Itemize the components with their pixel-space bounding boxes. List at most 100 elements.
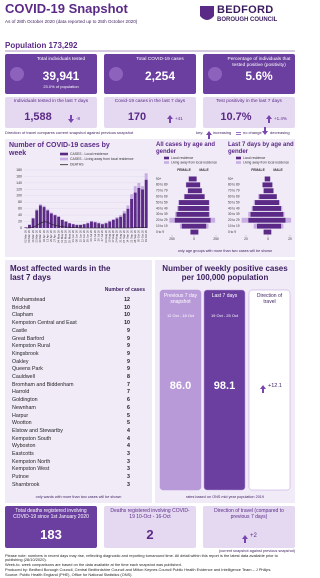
bar xyxy=(123,211,126,214)
y-tick-label: 180 xyxy=(16,168,22,172)
pyramid-title: All cases by age and gender xyxy=(156,142,222,156)
age-label: 90+ xyxy=(156,177,162,181)
bar xyxy=(268,212,283,217)
key-no-change: no change xyxy=(243,131,262,136)
bar xyxy=(39,204,42,205)
ward-name: Castle xyxy=(12,328,27,334)
ward-cases: 7 xyxy=(100,389,130,395)
bar xyxy=(283,212,284,217)
bar xyxy=(194,218,211,223)
bar xyxy=(39,205,42,228)
age-label: 20 to 29 xyxy=(228,218,240,222)
right-label: MALE xyxy=(199,168,209,172)
ward-name: Kempston South xyxy=(12,436,51,442)
right-label: MALE xyxy=(273,168,283,172)
bar xyxy=(194,212,209,217)
rate-label: Direction of travel xyxy=(251,294,288,306)
legend-label: Living away from local residence xyxy=(171,160,217,164)
bar xyxy=(94,222,97,228)
bar xyxy=(211,218,215,223)
bar xyxy=(145,180,148,228)
ward-cases: 10 xyxy=(100,312,130,318)
bar xyxy=(281,206,282,211)
bar xyxy=(175,212,176,217)
ward-cases: 9 xyxy=(100,336,130,342)
y-tick-label: 120 xyxy=(16,187,22,191)
direction-arrow xyxy=(262,127,268,135)
bar xyxy=(263,182,269,187)
bar xyxy=(176,212,194,217)
age-label: 70 to 79 xyxy=(228,189,240,193)
bar xyxy=(116,217,119,218)
ward-name: Queens Park xyxy=(12,366,43,372)
ward-name: Goldington xyxy=(12,397,38,403)
direction-arrow xyxy=(206,131,212,139)
bar xyxy=(268,218,286,223)
bar xyxy=(286,218,292,223)
bar xyxy=(126,205,129,208)
bar xyxy=(61,219,64,220)
bar xyxy=(194,200,209,205)
wards-title: Most affected wards in the last 7 days xyxy=(10,264,120,282)
rates-note: rates based on ONS mid year population 2… xyxy=(155,495,295,499)
bar xyxy=(268,177,270,182)
deaths-value: 2 xyxy=(104,528,196,543)
bar xyxy=(50,214,53,229)
bar xyxy=(97,223,100,224)
bar xyxy=(108,222,111,228)
week-value: 1,588 xyxy=(13,111,63,124)
bar xyxy=(175,218,194,223)
bar xyxy=(178,206,194,211)
bar xyxy=(54,215,57,228)
x-tick-label: 0 xyxy=(193,237,195,241)
legend-label: Local residence xyxy=(171,156,194,160)
ward-name: Newnham xyxy=(12,405,36,411)
rate-label: Previous 7 day snapshot xyxy=(162,294,199,306)
ward-name: Kempston West xyxy=(12,466,49,472)
bar xyxy=(254,200,255,205)
travel-note: Direction of travel compares current sna… xyxy=(5,131,133,136)
y-tick-label: 100 xyxy=(16,194,22,198)
y-tick-label: 80 xyxy=(18,200,22,204)
bar xyxy=(32,218,35,219)
left-label: FEMALE xyxy=(251,168,265,172)
ward-name: Kempston North xyxy=(12,459,50,465)
age-label: 10 to 19 xyxy=(156,224,168,228)
deaths-value: +2 xyxy=(250,533,257,540)
bar xyxy=(180,224,182,229)
age-note: only age groups with more than two cases… xyxy=(155,249,295,253)
legend-swatch xyxy=(236,161,241,164)
bar xyxy=(108,221,111,222)
bar xyxy=(209,212,210,217)
ward-cases: 9 xyxy=(100,328,130,334)
rate-dates: 12 Oct - 18 Oct xyxy=(161,314,200,319)
ward-cases: 3 xyxy=(100,482,130,488)
rates-title: Number of weekly positive cases per 100,… xyxy=(158,264,292,282)
week-change: +1.4% xyxy=(274,116,287,121)
bar xyxy=(123,214,126,229)
ward-cases: 9 xyxy=(100,351,130,357)
bar xyxy=(206,224,208,229)
rate-change: +12.1 xyxy=(268,383,282,389)
bar xyxy=(141,186,144,189)
logo-main: BEDFORD xyxy=(217,4,274,17)
bar xyxy=(130,199,133,228)
bar xyxy=(268,194,277,199)
bar xyxy=(43,207,46,228)
bar xyxy=(252,206,253,211)
bar xyxy=(177,206,178,211)
ward-cases: 9 xyxy=(100,343,130,349)
age-label: 50 to 59 xyxy=(228,200,240,204)
bar xyxy=(188,188,194,193)
age-label: 60 to 69 xyxy=(156,194,168,198)
logo-crest xyxy=(200,6,214,20)
ward-cases: 3 xyxy=(100,451,130,457)
ward-cases: 9 xyxy=(100,366,130,372)
box-icon xyxy=(208,67,222,81)
bar xyxy=(101,223,104,224)
age-label: 30 to 39 xyxy=(228,212,240,216)
age-label: 60 to 69 xyxy=(228,194,240,198)
ward-name: Sharnbrook xyxy=(12,482,39,488)
legend-swatch xyxy=(236,157,241,160)
pyramid-title: Last 7 days by age and gender xyxy=(228,142,294,156)
